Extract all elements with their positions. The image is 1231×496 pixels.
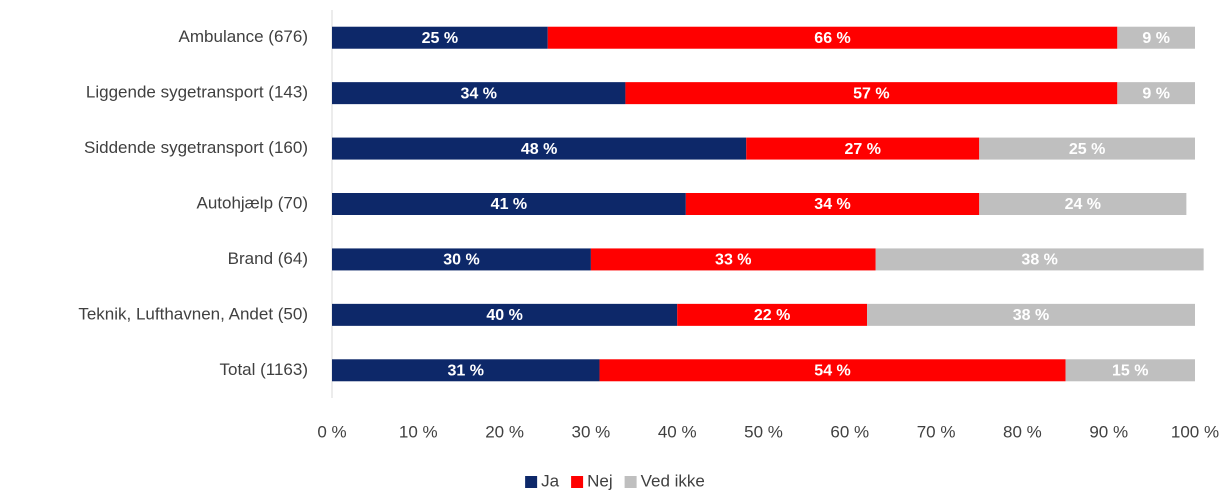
value-label: 24 %: [1065, 196, 1101, 213]
value-label: 38 %: [1021, 252, 1057, 269]
value-label: 34 %: [460, 85, 496, 102]
bar-segment: [332, 248, 591, 271]
bar-segment: [332, 359, 600, 382]
value-label: 9 %: [1142, 30, 1170, 47]
y-tick-label: Liggende sygetransport (143): [86, 83, 308, 102]
legend-label: Ja: [541, 471, 560, 490]
x-tick-label: 60 %: [830, 422, 869, 441]
value-label: 25 %: [1069, 141, 1105, 158]
bar-segment: [332, 193, 686, 215]
x-tick-label: 40 %: [658, 422, 697, 441]
bar-segment: [1065, 359, 1195, 382]
y-tick-label: Autohjælp (70): [196, 193, 308, 212]
legend-label: Ved ikke: [641, 471, 705, 490]
bar-segment: [979, 193, 1187, 215]
x-tick-label: 0 %: [317, 422, 346, 441]
bar-segment: [590, 248, 876, 271]
value-label: 22 %: [754, 307, 790, 324]
x-tick-label: 90 %: [1089, 422, 1128, 441]
bar-segment: [332, 303, 678, 326]
value-label: 57 %: [853, 85, 889, 102]
value-label: 25 %: [422, 30, 458, 47]
y-tick-label: Total (1163): [219, 360, 308, 379]
value-label: 38 %: [1013, 307, 1049, 324]
value-label: 41 %: [491, 196, 527, 213]
x-tick-label: 80 %: [1003, 422, 1042, 441]
value-label: 40 %: [486, 307, 522, 324]
y-tick-label: Ambulance (676): [179, 27, 308, 46]
bar-segment: [599, 359, 1066, 382]
x-tick-label: 100 %: [1171, 422, 1219, 441]
bar-segment: [685, 193, 980, 215]
bar-segment: [332, 137, 747, 160]
bar-segment: [875, 248, 1204, 271]
value-label: 33 %: [715, 252, 751, 269]
legend-swatch: [525, 476, 538, 488]
bar-segment: [1117, 82, 1195, 105]
bar-segment: [625, 82, 1118, 105]
y-tick-label: Brand (64): [228, 249, 308, 268]
legend-label: Nej: [587, 471, 613, 490]
x-tick-label: 70 %: [917, 422, 956, 441]
value-label: 27 %: [845, 141, 881, 158]
value-label: 31 %: [448, 363, 484, 380]
bar-segment: [332, 26, 548, 49]
value-label: 48 %: [521, 141, 557, 158]
bar-segment: [867, 303, 1195, 326]
bar-segment: [1117, 26, 1195, 49]
bar-segment: [332, 82, 626, 105]
bar-segment: [979, 137, 1195, 160]
value-label: 54 %: [814, 363, 850, 380]
value-label: 66 %: [814, 30, 850, 47]
value-label: 34 %: [814, 196, 850, 213]
bar-segment: [547, 26, 1118, 49]
legend-swatch: [571, 476, 584, 488]
legend-swatch: [624, 476, 637, 488]
value-label: 15 %: [1112, 363, 1148, 380]
bar-segment: [677, 303, 868, 326]
y-tick-label: Siddende sygetransport (160): [84, 138, 308, 157]
x-tick-label: 30 %: [572, 422, 611, 441]
value-label: 9 %: [1142, 85, 1170, 102]
x-tick-label: 50 %: [744, 422, 783, 441]
bar-segment: [746, 137, 980, 160]
x-tick-label: 20 %: [485, 422, 524, 441]
x-tick-label: 10 %: [399, 422, 438, 441]
y-tick-label: Teknik, Lufthavnen, Andet (50): [78, 304, 308, 323]
value-label: 30 %: [443, 252, 479, 269]
